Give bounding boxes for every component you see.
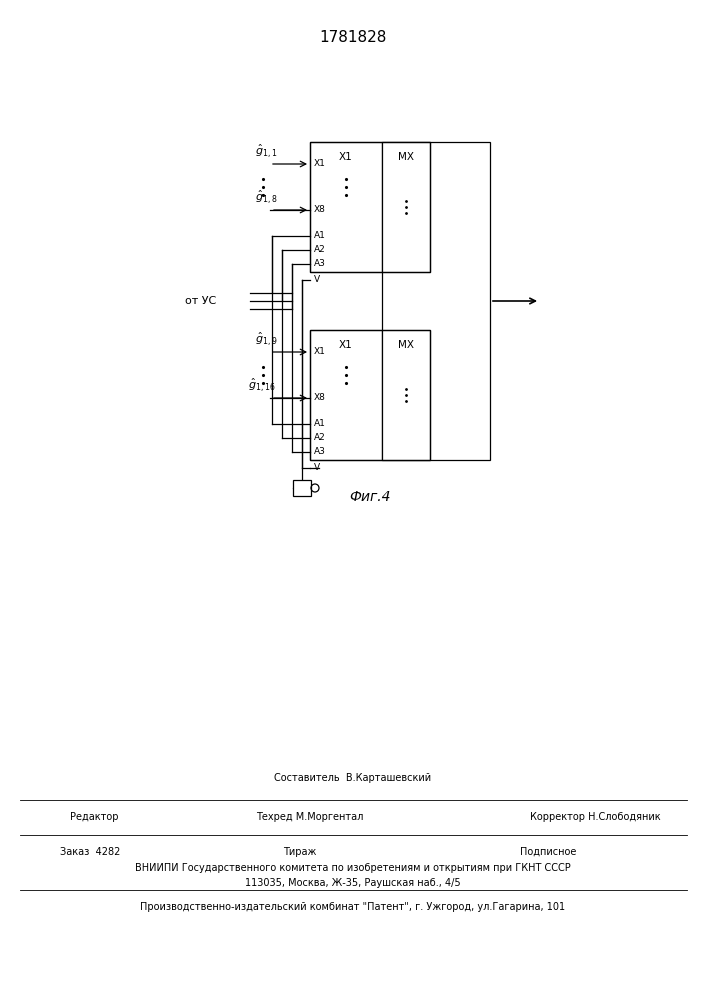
- Text: X1: X1: [314, 159, 326, 168]
- Bar: [293, 480, 311, 496]
- Text: X1: X1: [339, 340, 353, 350]
- Text: Заказ  4282: Заказ 4282: [60, 847, 120, 857]
- Text: A2: A2: [314, 434, 326, 442]
- Text: A1: A1: [314, 420, 326, 428]
- Text: Фиг.4: Фиг.4: [349, 490, 391, 504]
- Text: Составитель  В.Карташевский: Составитель В.Карташевский: [274, 773, 431, 783]
- Text: A1: A1: [314, 232, 326, 240]
- Bar: [382, 142, 490, 460]
- Text: X8: X8: [314, 206, 326, 215]
- Text: $\hat{g}_{1,9}$: $\hat{g}_{1,9}$: [255, 331, 277, 348]
- Text: Производственно-издательский комбинат "Патент", г. Ужгород, ул.Гагарина, 101: Производственно-издательский комбинат "П…: [141, 902, 566, 912]
- Bar: [310, 330, 382, 460]
- Text: Корректор Н.Слободяник: Корректор Н.Слободяник: [530, 812, 660, 822]
- Bar: [310, 330, 430, 460]
- Text: A2: A2: [314, 245, 326, 254]
- Bar: [382, 330, 430, 460]
- Text: X1: X1: [314, 348, 326, 357]
- Text: $\hat{g}_{1,8}$: $\hat{g}_{1,8}$: [255, 189, 277, 206]
- Bar: [382, 142, 430, 272]
- Bar: [310, 142, 430, 272]
- Text: 1781828: 1781828: [320, 30, 387, 45]
- Text: $\hat{g}_{1,1}$: $\hat{g}_{1,1}$: [255, 143, 277, 160]
- Text: X1: X1: [339, 152, 353, 162]
- Text: 113035, Москва, Ж-35, Раушская наб., 4/5: 113035, Москва, Ж-35, Раушская наб., 4/5: [245, 878, 461, 888]
- Text: Тираж: Тираж: [284, 847, 317, 857]
- Text: Техред М.Моргентал: Техред М.Моргентал: [257, 812, 363, 822]
- Text: $\hat{g}_{1,16}$: $\hat{g}_{1,16}$: [248, 377, 276, 394]
- Text: Подписное: Подписное: [520, 847, 576, 857]
- Text: A3: A3: [314, 448, 326, 456]
- Text: Редактор: Редактор: [70, 812, 119, 822]
- Text: X8: X8: [314, 393, 326, 402]
- Text: MX: MX: [398, 152, 414, 162]
- Text: A3: A3: [314, 259, 326, 268]
- Text: ВНИИПИ Государственного комитета по изобретениям и открытиям при ГКНТ СССР: ВНИИПИ Государственного комитета по изоб…: [135, 863, 571, 873]
- Text: V: V: [314, 275, 320, 284]
- Text: MX: MX: [398, 340, 414, 350]
- Bar: [310, 142, 382, 272]
- Text: от УС: от УС: [185, 296, 216, 306]
- Text: V: V: [314, 464, 320, 473]
